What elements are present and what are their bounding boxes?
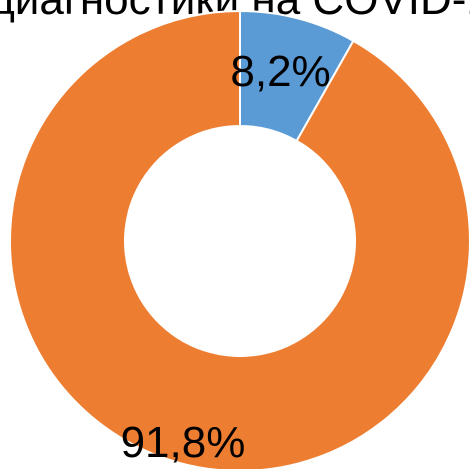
data-label-1: 8,2% [230, 47, 330, 96]
data-labels-group: 8,2% 91,8% [121, 47, 331, 467]
donut-slice-2 [9, 9, 470, 469]
slices-group [9, 9, 470, 469]
data-label-2: 91,8% [121, 418, 246, 467]
